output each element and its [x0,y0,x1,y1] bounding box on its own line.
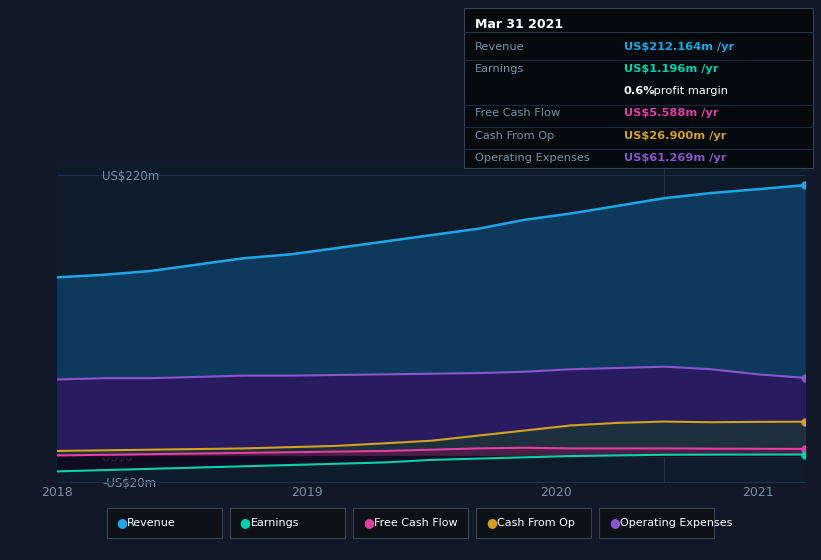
Text: Operating Expenses: Operating Expenses [475,153,589,163]
Text: ●: ● [486,516,497,530]
Text: Operating Expenses: Operating Expenses [620,518,732,528]
Text: Cash From Op: Cash From Op [497,518,575,528]
Text: ●: ● [363,516,374,530]
Text: ●: ● [240,516,250,530]
Text: Free Cash Flow: Free Cash Flow [475,109,560,119]
Text: ●: ● [117,516,127,530]
Text: ●: ● [609,516,620,530]
Text: Free Cash Flow: Free Cash Flow [374,518,457,528]
Text: profit margin: profit margin [650,86,728,96]
Text: US$5.588m /yr: US$5.588m /yr [624,109,718,119]
Text: US$1.196m /yr: US$1.196m /yr [624,64,718,74]
Text: US$212.164m /yr: US$212.164m /yr [624,42,734,52]
Text: Earnings: Earnings [475,64,524,74]
Text: 0.6%: 0.6% [624,86,656,96]
Text: Mar 31 2021: Mar 31 2021 [475,18,562,31]
Text: Revenue: Revenue [475,42,524,52]
Text: US$26.900m /yr: US$26.900m /yr [624,130,727,141]
Text: Earnings: Earnings [250,518,299,528]
Text: US$61.269m /yr: US$61.269m /yr [624,153,727,163]
Text: Cash From Op: Cash From Op [475,130,554,141]
Text: Revenue: Revenue [127,518,176,528]
